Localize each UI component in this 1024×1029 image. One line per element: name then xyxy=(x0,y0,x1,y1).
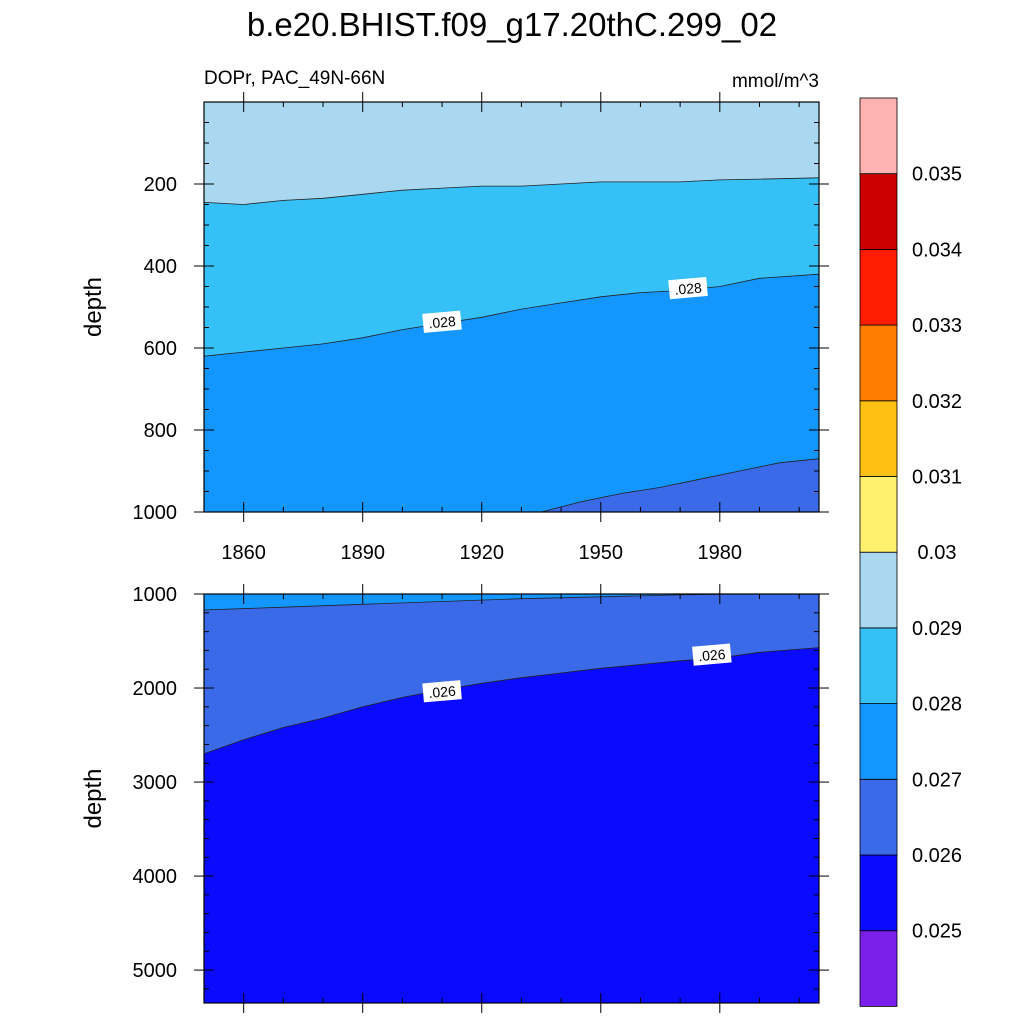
contour-line-upper-2 xyxy=(541,458,819,512)
colorbar-swatch xyxy=(859,97,898,175)
colorbar-label: 0.031 xyxy=(912,467,962,489)
y-tick-label: 400 xyxy=(144,256,177,278)
chart-title: b.e20.BHIST.f09_g17.20thC.299_02 xyxy=(247,6,777,43)
y-tick-label: 800 xyxy=(144,420,177,442)
x-tick-label: 1860 xyxy=(221,542,266,564)
colorbar-swatch xyxy=(859,324,898,402)
colorbar-swatch xyxy=(859,930,898,1007)
colorbar-swatch xyxy=(859,778,898,856)
y-tick-label: 5000 xyxy=(133,960,178,982)
colorbar-swatch xyxy=(859,854,898,932)
svg-text:.028: .028 xyxy=(674,279,703,297)
x-tick-label: 1890 xyxy=(340,542,385,564)
chart-subtitle-left: DOPr, PAC_49N-66N xyxy=(204,68,385,89)
x-tick-label: 1920 xyxy=(459,542,504,564)
colorbar-label: 0.035 xyxy=(912,164,962,186)
upper-panel: .028 .028 1860 1890 1920 1950 1980 200 400 600 800… xyxy=(80,92,829,564)
colorbar: 0.025 0.026 0.027 0.028 0.029 0.03 0.031 0.032 0… xyxy=(859,97,962,1007)
lower-panel: .026 .026 1000 2000 3000 4000 5000 depth xyxy=(80,584,829,1013)
svg-text:.026: .026 xyxy=(428,683,457,701)
svg-text:.028: .028 xyxy=(428,313,457,331)
contour-band-upper-1 xyxy=(204,274,819,512)
colorbar-label: 0.034 xyxy=(912,239,962,261)
colorbar-swatch xyxy=(859,400,898,477)
y-tick-label: 4000 xyxy=(133,866,178,888)
y-axis-label: depth xyxy=(80,768,107,828)
contour-label-upper-1: .028 xyxy=(668,276,708,300)
colorbar-label: 0.028 xyxy=(912,694,962,716)
colorbar-swatch xyxy=(859,476,898,553)
contour-band-upper-2 xyxy=(541,458,819,512)
colorbar-swatch xyxy=(859,703,898,780)
colorbar-label: 0.026 xyxy=(912,845,962,867)
y-tick-label: 600 xyxy=(144,338,177,360)
y-tick-label: 3000 xyxy=(133,772,178,794)
colorbar-label: 0.032 xyxy=(912,391,962,413)
colorbar-swatch xyxy=(859,248,898,326)
colorbar-label: 0.029 xyxy=(912,618,962,640)
y-axis-label: depth xyxy=(80,277,107,337)
contour-label-lower-1: .026 xyxy=(692,643,732,666)
colorbar-swatch xyxy=(859,173,898,250)
colorbar-label: 0.03 xyxy=(918,542,957,564)
y-tick-label: 2000 xyxy=(133,678,178,700)
y-tick-label: 1000 xyxy=(133,584,178,606)
colorbar-label: 0.025 xyxy=(912,921,962,943)
chart-units-label: mmol/m^3 xyxy=(732,71,819,92)
colorbar-swatch xyxy=(859,627,898,705)
contour-label-lower-0: .026 xyxy=(422,680,462,703)
colorbar-swatch xyxy=(859,551,898,629)
contour-line-upper-0 xyxy=(204,177,819,205)
contour-label-upper-0: .028 xyxy=(422,310,462,333)
x-tick-label: 1950 xyxy=(579,542,624,564)
y-tick-label: 200 xyxy=(144,174,177,196)
svg-text:.026: .026 xyxy=(698,646,727,664)
x-tick-label: 1980 xyxy=(698,542,743,564)
y-tick-label: 1000 xyxy=(133,502,178,524)
colorbar-label: 0.033 xyxy=(912,315,962,337)
colorbar-label: 0.027 xyxy=(912,769,962,791)
contour-band-lower-1 xyxy=(204,647,819,1003)
plot-frame-lower xyxy=(203,593,820,1004)
